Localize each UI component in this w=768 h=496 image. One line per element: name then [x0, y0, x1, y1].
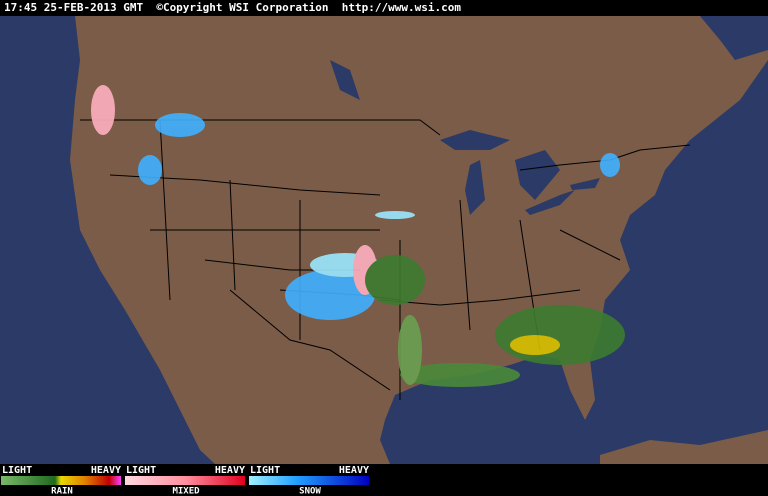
- header-text: 17:45 25-FEB-2013 GMT ©Copyright WSI Cor…: [4, 1, 461, 14]
- legend-name: SNOW: [299, 487, 321, 496]
- gulf-st-lawrence: [700, 16, 768, 60]
- header-bar: [0, 0, 768, 16]
- legend-scale: [1, 476, 121, 485]
- legend-light: LIGHT: [126, 465, 156, 476]
- lake-winnipeg: [330, 60, 360, 100]
- legend: LIGHT HEAVY RAIN LIGHT HEAVY MIXED LIGHT HEAVY S…: [0, 464, 372, 496]
- pacific-ocean: [0, 16, 215, 464]
- legend-scale: [249, 476, 369, 485]
- legend-heavy: HEAVY: [91, 465, 121, 476]
- lake-michigan: [465, 160, 485, 215]
- legend-name: RAIN: [51, 487, 73, 496]
- legend-heavy: HEAVY: [215, 465, 245, 476]
- legend-name: MIXED: [172, 487, 200, 496]
- snow-area: [285, 270, 375, 320]
- lake-huron: [515, 150, 560, 200]
- cuba: [600, 430, 768, 464]
- atlantic-gulf: [380, 16, 768, 464]
- snow-area: [375, 211, 415, 219]
- legend-heavy: HEAVY: [339, 465, 369, 476]
- snow-area: [155, 113, 205, 137]
- legend-light: LIGHT: [2, 465, 32, 476]
- mixed-area: [91, 85, 115, 135]
- rain-area: [400, 363, 520, 387]
- rain-area: [365, 255, 425, 305]
- lake-superior: [440, 130, 510, 150]
- snow-area: [138, 155, 162, 185]
- legend-light: LIGHT: [250, 465, 280, 476]
- rain-area: [398, 315, 422, 385]
- legend-scale: [125, 476, 245, 485]
- gulf-of-california: [120, 330, 170, 420]
- rain-area: [495, 305, 625, 365]
- snow-area: [600, 153, 620, 177]
- lake-ontario: [570, 178, 600, 190]
- lake-erie: [525, 190, 575, 215]
- rain-heavy: [510, 335, 560, 355]
